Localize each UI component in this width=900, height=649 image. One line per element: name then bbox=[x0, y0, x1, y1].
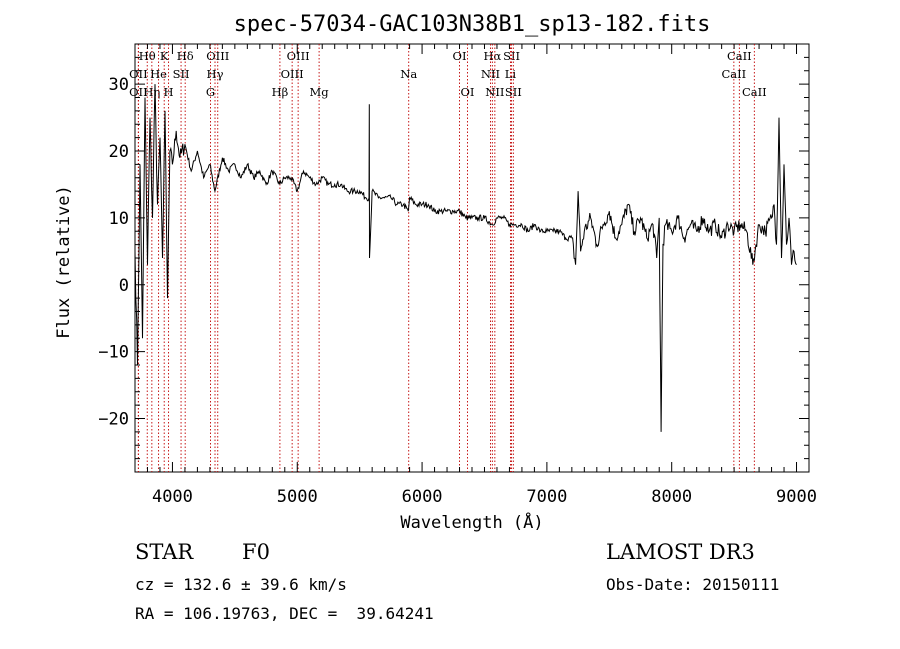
spectral-line-label: Na bbox=[400, 67, 417, 81]
spectral-line-label: H bbox=[164, 85, 174, 99]
object-subclass: F0 bbox=[242, 540, 270, 564]
spectral-line-label: SII bbox=[173, 67, 190, 81]
spectral-line-label: Hδ bbox=[177, 49, 194, 63]
x-tick-label: 6000 bbox=[402, 487, 443, 507]
spectral-line-label: Hθ bbox=[139, 49, 156, 63]
spectral-line-label: Mg bbox=[310, 85, 330, 99]
redshift-velocity: cz = 132.6 ± 39.6 km/s bbox=[135, 575, 347, 594]
spectral-line-label: Hγ bbox=[207, 67, 224, 81]
y-axis-label: Flux (relative) bbox=[54, 185, 74, 339]
spectral-line-label: Hα bbox=[483, 49, 501, 63]
survey-name: LAMOST DR3 bbox=[606, 540, 755, 564]
object-class: STAR bbox=[135, 540, 194, 564]
chart-title: spec-57034-GAC103N38B1_sp13-182.fits bbox=[234, 12, 711, 37]
y-tick-label: 0 bbox=[119, 276, 129, 296]
spectral-line-label: K bbox=[160, 49, 169, 63]
x-tick-label: 4000 bbox=[152, 487, 193, 507]
spectral-line-label: CaII bbox=[721, 67, 746, 81]
spectral-line-label: SII bbox=[505, 85, 522, 99]
spectral-line-label: OIII bbox=[287, 49, 310, 63]
spectral-line-label: OII bbox=[129, 67, 148, 81]
y-tick-label: 10 bbox=[109, 209, 129, 229]
spectral-line-label: Hβ bbox=[272, 85, 289, 99]
x-tick-label: 8000 bbox=[651, 487, 692, 507]
spectral-line-label: NII bbox=[481, 67, 500, 81]
y-tick-label: 20 bbox=[109, 142, 129, 162]
x-tick-label: 5000 bbox=[277, 487, 318, 507]
spectral-line-label: Li bbox=[505, 67, 517, 81]
sky-coordinates: RA = 106.19763, DEC = 39.64241 bbox=[135, 604, 434, 623]
spectrum-series-flux bbox=[134, 84, 797, 432]
spectral-line-label: OII bbox=[129, 85, 148, 99]
y-tick-label: −20 bbox=[98, 410, 129, 430]
spectral-line-label: He bbox=[150, 67, 167, 81]
observation-date: Obs-Date: 20150111 bbox=[606, 575, 780, 594]
y-tick-label: −10 bbox=[98, 343, 129, 363]
spectral-line-label: G bbox=[206, 85, 215, 99]
plot-frame bbox=[134, 43, 810, 473]
spectral-line-label: OIII bbox=[206, 49, 229, 63]
spectral-line-label: OIII bbox=[281, 67, 304, 81]
spectral-line-label: Hη bbox=[143, 85, 160, 99]
spectral-line-label: OI bbox=[453, 49, 467, 63]
x-tick-label: 7000 bbox=[526, 487, 567, 507]
spectral-line-label: OI bbox=[461, 85, 475, 99]
spectral-line-label: CaII bbox=[742, 85, 767, 99]
x-tick-label: 9000 bbox=[776, 487, 817, 507]
spectral-line-label: NII bbox=[485, 85, 504, 99]
y-tick-label: 30 bbox=[109, 75, 129, 95]
spectral-line-label: SII bbox=[503, 49, 520, 63]
spectral-line-label: CaII bbox=[727, 49, 752, 63]
x-axis-label: Wavelength (Å) bbox=[400, 511, 543, 533]
